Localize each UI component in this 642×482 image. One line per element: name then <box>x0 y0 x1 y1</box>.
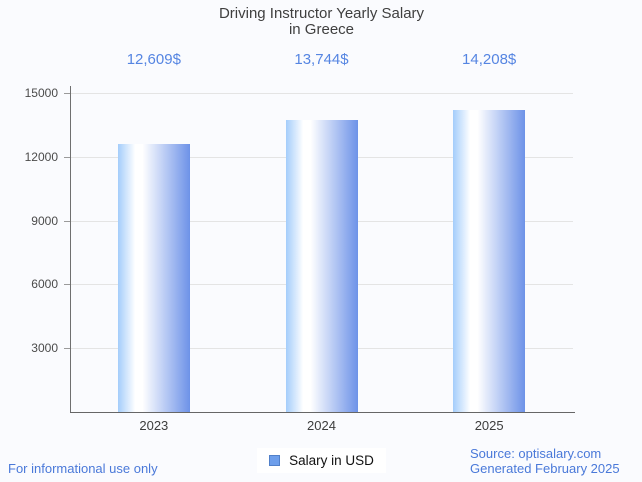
x-axis-line <box>70 412 575 413</box>
source-block: Source: optisalary.com Generated Februar… <box>470 446 620 476</box>
x-axis-label: 2025 <box>474 418 504 433</box>
bar-2023[interactable] <box>117 143 190 412</box>
y-axis-tick <box>64 156 70 158</box>
legend: Salary in USD <box>70 448 573 473</box>
chart-title-line1: Driving Instructor Yearly Salary <box>218 5 425 22</box>
disclaimer-text: For informational use only <box>8 461 158 476</box>
y-axis-label: 3000 <box>31 341 58 356</box>
y-axis-label: 12000 <box>24 149 58 164</box>
gridline <box>70 93 573 94</box>
y-axis-label: 15000 <box>24 86 58 100</box>
y-axis-tick <box>64 284 70 286</box>
bar-value-label: 12,609$ <box>126 51 181 68</box>
y-axis-label: 9000 <box>31 213 58 228</box>
x-axis-label: 2023 <box>139 418 169 433</box>
bar-value-label: 14,208$ <box>462 51 517 68</box>
source-link[interactable]: Source: optisalary.com <box>470 446 602 461</box>
legend-item-salary[interactable]: Salary in USD <box>257 448 386 473</box>
y-axis-label: 6000 <box>31 277 58 292</box>
bar-value-label: 13,744$ <box>294 51 349 68</box>
y-axis-tick <box>64 220 70 222</box>
x-axis-label: 2024 <box>307 418 336 433</box>
legend-label: Salary in USD <box>289 453 374 468</box>
bar-2025[interactable] <box>453 109 526 412</box>
generated-date: Generated February 2025 <box>470 461 620 476</box>
y-axis-line <box>70 86 71 412</box>
bar-2024[interactable] <box>285 119 358 412</box>
chart-title: Driving Instructor Yearly Salary in Gree… <box>70 6 573 38</box>
y-axis-tick <box>64 348 70 350</box>
legend-swatch-icon <box>269 455 281 466</box>
chart-title-line2: in Greece <box>288 21 355 38</box>
y-axis-tick <box>64 93 70 94</box>
